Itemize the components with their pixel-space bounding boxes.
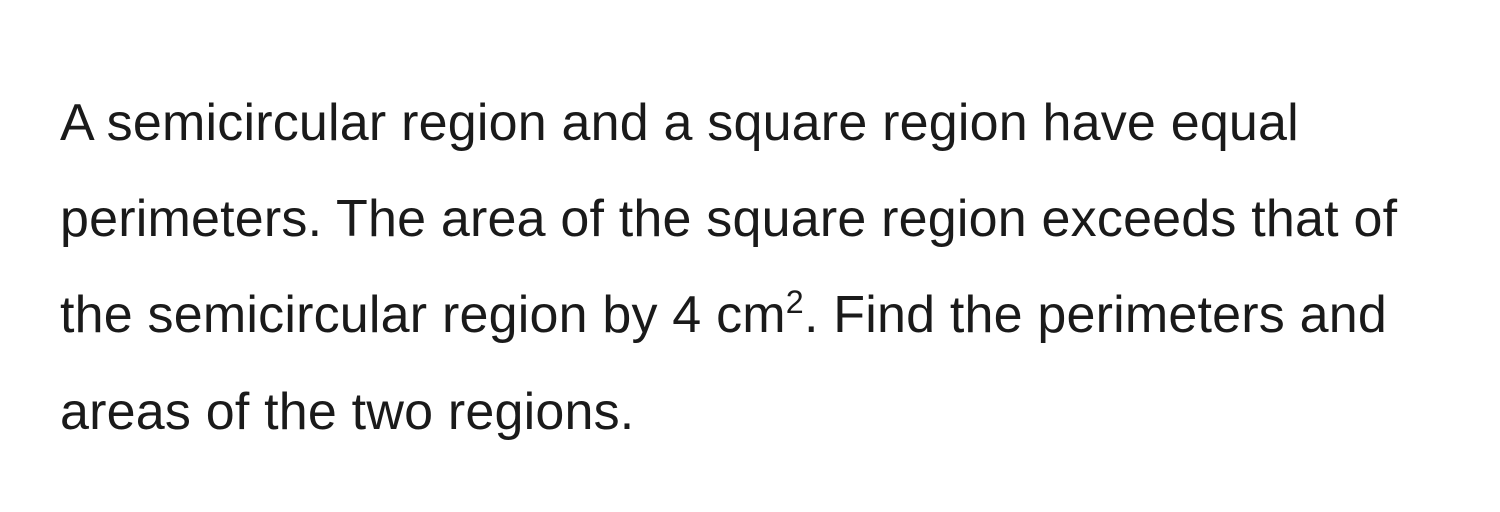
problem-text: A semicircular region and a square regio… xyxy=(60,75,1455,460)
problem-text-superscript: 2 xyxy=(786,284,804,320)
